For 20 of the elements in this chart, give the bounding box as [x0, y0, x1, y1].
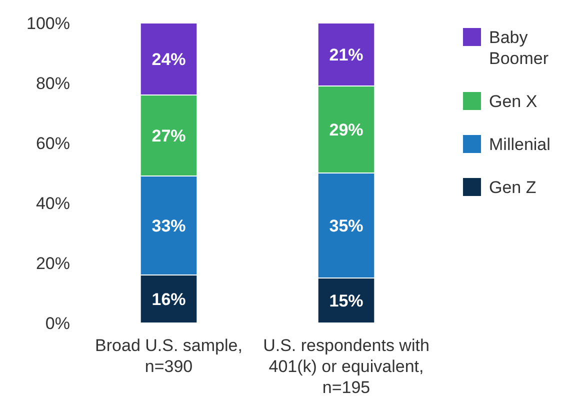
y-tick-label: 20%: [36, 254, 70, 273]
data-label: 24%: [152, 50, 186, 69]
y-tick-label: 0%: [45, 314, 70, 333]
data-label: 16%: [152, 290, 186, 309]
y-tick-label: 60%: [36, 134, 70, 153]
legend-label: Millenial: [489, 135, 550, 154]
data-label: 27%: [152, 126, 186, 146]
x-tick-label: Broad U.S. sample, n=390: [95, 336, 242, 376]
y-tick-label: 40%: [36, 194, 70, 213]
legend-label: Gen Z: [489, 178, 536, 197]
x-tick-label: U.S. respondents with 401(k) or equivalent, n=195: [263, 336, 430, 397]
legend-label: Baby Boomer: [489, 28, 549, 68]
data-label: 33%: [152, 216, 186, 236]
data-label: 15%: [329, 291, 364, 310]
data-label: 35%: [329, 216, 364, 236]
y-tick-label: 80%: [36, 74, 70, 93]
legend-label: Gen X: [489, 92, 538, 111]
data-label: 21%: [329, 45, 364, 64]
data-label: 29%: [329, 120, 364, 140]
y-tick-label: 100%: [26, 14, 70, 33]
